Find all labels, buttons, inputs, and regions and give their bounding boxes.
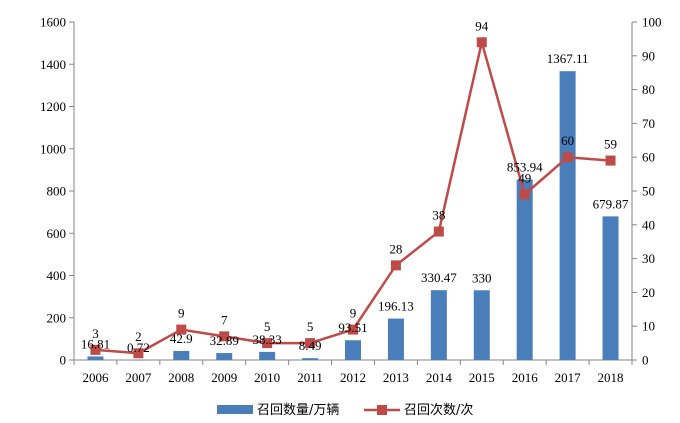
line-marker	[562, 152, 573, 163]
bar	[387, 318, 404, 360]
line-marker	[176, 324, 187, 335]
line-marker	[348, 324, 358, 335]
line-marker	[390, 260, 401, 271]
line-value-label: 7	[221, 312, 228, 327]
line-series	[90, 37, 616, 359]
bar-value-label: 679.87	[593, 196, 629, 211]
right-axis-tick-label: 30	[642, 251, 655, 266]
left-axis-tick-label: 1400	[40, 57, 66, 72]
bar-value-label: 8.49	[299, 338, 322, 353]
right-axis-tick-label: 20	[642, 285, 655, 300]
left-axis-tick-label: 200	[47, 310, 67, 325]
right-axis-tick-label: 10	[642, 319, 655, 334]
line-value-label: 5	[307, 319, 314, 334]
x-axis-tick-label: 2014	[426, 370, 453, 385]
right-axis-tick-label: 80	[642, 82, 655, 97]
bar	[259, 351, 276, 360]
x-axis-tick-label: 2010	[254, 370, 280, 385]
right-axis-tick-label: 70	[642, 116, 655, 131]
line-marker	[133, 348, 144, 359]
line-marker	[219, 331, 230, 342]
x-axis-tick-label: 2013	[383, 370, 409, 385]
bar	[430, 290, 447, 360]
bar-value-label: 0.72	[127, 340, 150, 355]
legend-line-marker	[377, 405, 387, 415]
bar	[516, 179, 533, 360]
bar-value-label: 38.33	[253, 332, 282, 347]
line-marker	[519, 189, 530, 200]
x-axis-tick-label: 2012	[340, 370, 366, 385]
legend-bar-label: 召回数量/万辆	[257, 403, 339, 418]
bar-value-label: 1367.11	[547, 51, 589, 66]
x-axis-tick-label: 2008	[168, 370, 194, 385]
bar-value-label: 93.51	[338, 320, 367, 335]
left-axis-tick-label: 1200	[40, 99, 66, 114]
right-axis-tick-label: 60	[642, 150, 655, 165]
line-value-label: 38	[432, 208, 445, 223]
x-axis-tick-label: 2007	[125, 370, 152, 385]
right-axis-tick-label: 90	[642, 48, 655, 63]
bar	[602, 216, 619, 360]
bar-value-label: 16.81	[81, 336, 110, 351]
bar-value-label: 32.89	[210, 333, 239, 348]
line-value-label: 59	[604, 137, 617, 152]
right-axis-tick-label: 50	[642, 184, 655, 199]
x-axis-tick-label: 2018	[598, 370, 624, 385]
line-marker	[476, 37, 487, 48]
axes: 0200400600800100012001400160001020304050…	[40, 15, 662, 386]
bar-value-label: 196.13	[378, 299, 414, 314]
bar	[130, 359, 147, 361]
bar	[302, 358, 319, 360]
line-marker	[90, 344, 101, 355]
line-value-label: 5	[264, 319, 271, 334]
left-axis-tick-label: 600	[47, 226, 67, 241]
bar	[345, 340, 361, 360]
legend-line-label: 召回次数/次	[404, 402, 473, 418]
bar-value-label: 42.9	[170, 331, 193, 346]
line-marker	[605, 155, 616, 166]
line-value-label: 28	[389, 241, 402, 256]
left-axis-tick-label: 0	[60, 353, 67, 368]
x-axis-tick-label: 2015	[469, 370, 495, 385]
right-axis-tick-label: 0	[642, 353, 649, 368]
right-axis-tick-label: 40	[642, 217, 655, 232]
bar-value-label: 853.94	[507, 160, 543, 175]
bar-value-label: 330.47	[421, 270, 457, 285]
legend-bar-swatch	[217, 405, 253, 414]
line-value-label: 49	[518, 170, 531, 185]
x-axis-tick-label: 2016	[512, 370, 539, 385]
x-axis-tick-label: 2009	[211, 370, 237, 385]
x-axis-tick-label: 2006	[82, 370, 109, 385]
left-axis-tick-label: 1000	[40, 141, 66, 156]
bar-series	[87, 71, 619, 361]
left-axis-tick-label: 400	[47, 268, 67, 283]
line-marker	[262, 338, 273, 349]
line-marker	[433, 226, 444, 237]
left-axis-tick-label: 800	[47, 184, 67, 199]
legend: 召回数量/万辆 召回次数/次	[217, 402, 473, 418]
line-value-label: 9	[178, 306, 185, 321]
bar	[216, 353, 233, 360]
bar	[559, 71, 576, 361]
line-value-label: 60	[561, 133, 574, 148]
line-value-label: 9	[350, 306, 357, 321]
line-value-label: 94	[475, 18, 489, 33]
bar	[87, 356, 104, 360]
line-value-label: 2	[135, 329, 142, 344]
bar	[473, 290, 490, 360]
line-marker	[305, 338, 316, 349]
x-axis-tick-label: 2017	[555, 370, 582, 385]
line-value-label: 3	[92, 326, 99, 341]
left-axis-tick-label: 1600	[40, 15, 66, 30]
x-axis-tick-label: 2011	[297, 370, 323, 385]
bar-value-label: 330	[472, 270, 492, 285]
bar	[173, 350, 190, 360]
right-axis-tick-label: 100	[642, 15, 662, 30]
